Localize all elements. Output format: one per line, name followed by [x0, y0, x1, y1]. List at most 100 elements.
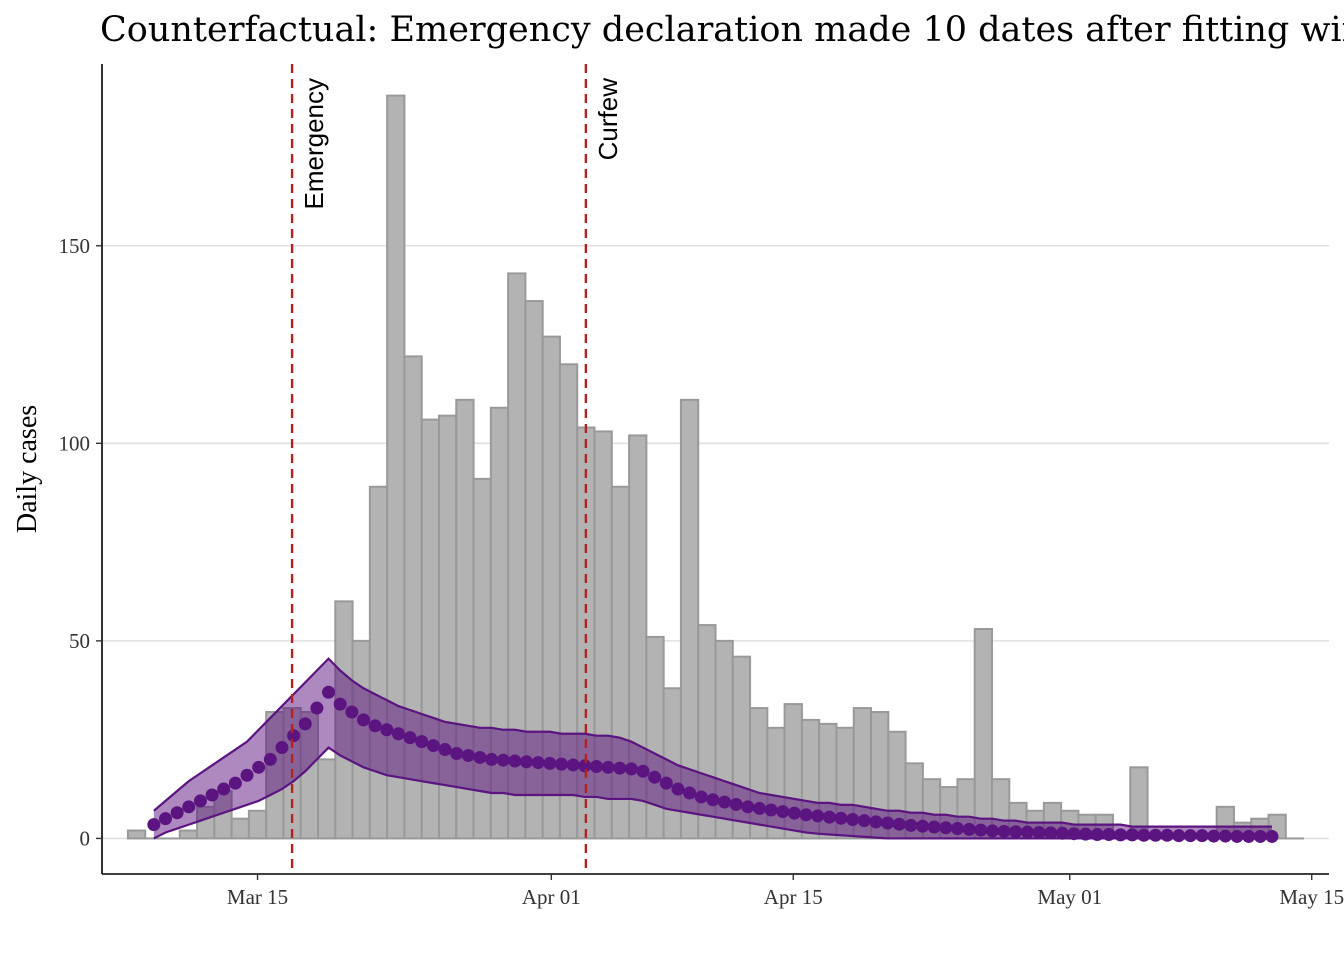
model-point	[1125, 828, 1139, 842]
model-point	[193, 794, 207, 808]
model-point	[147, 818, 161, 832]
model-point	[1242, 829, 1256, 843]
model-point	[1067, 827, 1081, 841]
bar	[368, 485, 389, 840]
model-point	[613, 761, 627, 775]
model-point	[671, 782, 685, 796]
model-point	[520, 755, 534, 769]
model-point	[985, 824, 999, 838]
model-point	[170, 806, 184, 820]
bar	[679, 398, 700, 840]
model-point	[391, 727, 405, 741]
model-point	[764, 803, 778, 817]
model-point	[1148, 828, 1162, 842]
model-point	[904, 818, 918, 832]
bar	[230, 817, 250, 840]
model-point	[950, 822, 964, 836]
model-point	[659, 776, 673, 790]
model-point	[1055, 826, 1069, 840]
model-point	[368, 719, 382, 733]
model-point	[787, 806, 801, 820]
model-point	[1102, 827, 1116, 841]
model-point	[1137, 828, 1151, 842]
model-point	[1183, 829, 1197, 843]
bar	[645, 635, 665, 840]
model-point	[298, 717, 312, 731]
model-point	[485, 752, 499, 766]
y-tick-label: 0	[80, 826, 91, 850]
model-point	[333, 697, 347, 711]
model-point	[1009, 825, 1023, 839]
model-point	[1218, 829, 1232, 843]
model-point	[776, 805, 790, 819]
x-ticks: Mar 15 Apr 01 Apr 15 May 01 May 15	[227, 874, 1344, 909]
model-point	[1114, 828, 1128, 842]
model-point	[811, 809, 825, 823]
model-point	[683, 786, 697, 800]
model-point	[752, 801, 766, 815]
model-point	[729, 797, 743, 811]
model-point	[846, 812, 860, 826]
model-point	[706, 793, 720, 807]
model-point	[252, 760, 266, 774]
model-point	[974, 823, 988, 837]
x-tick-label: Apr 01	[522, 885, 581, 909]
model-upper-line	[153, 657, 1272, 828]
model-point	[426, 739, 440, 753]
x-tick-label: Mar 15	[227, 885, 288, 909]
model-point	[962, 822, 976, 836]
model-point	[345, 705, 359, 719]
model-point	[263, 752, 277, 766]
y-ticks: 0 50 100 150	[59, 234, 102, 850]
model-point	[869, 815, 883, 829]
model-point	[916, 819, 930, 833]
model-point	[275, 741, 289, 755]
model-point	[589, 760, 603, 774]
model-point	[1230, 829, 1244, 843]
model-point	[1253, 829, 1267, 843]
model-point	[228, 776, 242, 790]
model-point	[927, 820, 941, 834]
model-point	[554, 757, 568, 771]
model-points	[147, 685, 1279, 843]
model-point	[1195, 829, 1209, 843]
model-point	[1265, 829, 1279, 843]
model-point	[310, 701, 324, 715]
model-point	[1020, 825, 1034, 839]
model-point	[322, 685, 336, 699]
model-point	[624, 762, 638, 776]
model-point	[648, 770, 662, 784]
model-point	[380, 723, 394, 737]
model-point	[694, 790, 708, 804]
model-point	[1044, 826, 1058, 840]
model-point	[287, 729, 301, 743]
model-point	[473, 750, 487, 764]
y-tick-label: 150	[59, 234, 91, 258]
model-point	[415, 735, 429, 749]
model-point	[997, 824, 1011, 838]
model-point	[834, 811, 848, 825]
model-point	[1207, 829, 1221, 843]
model-point	[182, 800, 196, 814]
model-point	[636, 764, 650, 778]
bar	[126, 829, 147, 840]
bar	[973, 628, 994, 840]
model-point	[1079, 827, 1093, 841]
x-tick-label: May 15	[1279, 885, 1344, 909]
event-label: Curfew	[593, 78, 623, 161]
y-axis-label: Daily cases	[12, 405, 43, 533]
model-point	[857, 814, 871, 828]
model-point	[217, 782, 231, 796]
model-point	[741, 800, 755, 814]
chart-title: Counterfactual: Emergency declaration ma…	[100, 10, 1344, 50]
model-point	[892, 817, 906, 831]
model-point	[531, 756, 545, 770]
event-lines: Emergency Curfew	[290, 64, 623, 874]
model-point	[158, 812, 172, 826]
model-point	[939, 821, 953, 835]
model-point	[881, 816, 895, 830]
model-point	[496, 753, 510, 767]
model-point	[240, 768, 254, 782]
model-point	[461, 748, 475, 762]
